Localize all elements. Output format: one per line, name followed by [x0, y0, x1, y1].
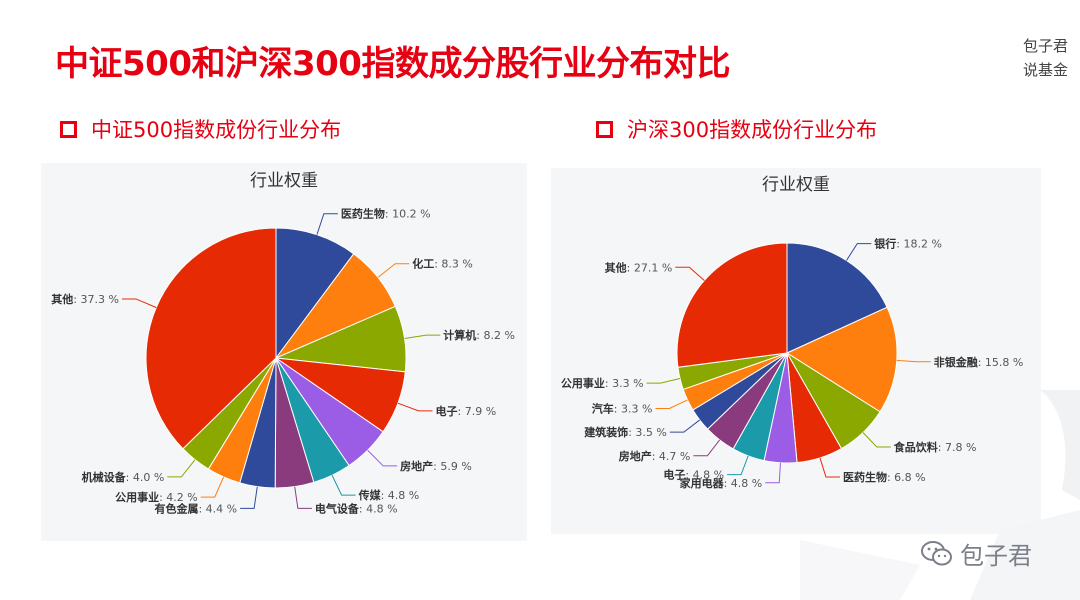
label-connector-1 [377, 263, 410, 278]
slice-label-1: 非银金融: 15.8 % [934, 355, 1024, 369]
slice-label-3: 电子: 7.9 % [436, 404, 497, 418]
pie-slice-10[interactable] [676, 242, 788, 368]
csi500-chart-panel: 行业权重医药生物: 10.2 % 化工: 8.3 % 计算机: 8.2 % 电子: 7… [41, 163, 527, 541]
label-connector-10 [121, 298, 157, 308]
label-connector-4 [367, 449, 398, 467]
pie-slice-10[interactable] [145, 227, 277, 450]
slice-label-9: 公用事业: 3.3 % [561, 376, 644, 390]
wechat-icon [921, 540, 952, 565]
slice-label-7: 有色金属: 4.4 % [154, 501, 237, 515]
slice-label-6: 电气设备: 4.8 % [315, 501, 398, 515]
left-subtitle: 中证500指数成份行业分布 [60, 115, 341, 143]
right-subtitle-text: 沪深300指数成份行业分布 [627, 118, 878, 142]
label-connector-2 [404, 334, 441, 339]
slice-label-2: 计算机: 8.2 % [443, 328, 515, 342]
label-connector-5 [331, 475, 356, 496]
pie-slice-1[interactable] [785, 306, 898, 413]
slice-label-2: 食品饮料: 7.8 % [894, 440, 977, 454]
page-title: 中证500和沪深300指数成分股行业分布对比 [55, 44, 730, 84]
slice-label-0: 银行: 18.2 % [874, 237, 942, 251]
slice-label-0: 医药生物: 10.2 % [341, 207, 431, 221]
brand-mark: 包子君 说基金 [1023, 34, 1068, 82]
chart-title: 行业权重 [250, 171, 318, 191]
slice-label-5: 传媒: 4.8 % [358, 488, 420, 502]
slice-label-8: 公用事业: 4.2 % [115, 490, 198, 504]
hs300-chart-panel: 行业权重银行: 18.2 % 非银金融: 15.8 % 食品饮料: 7.8 % 医药生… [551, 168, 1041, 534]
bullet-square-icon [596, 120, 613, 138]
watermark: 包子君 [920, 536, 1032, 571]
label-connector-7 [669, 419, 701, 433]
brand-line-1: 包子君 [1022, 37, 1068, 55]
brand-line-2: 说基金 [1022, 61, 1068, 79]
label-connector-6 [693, 439, 721, 457]
pie-slice-0[interactable] [786, 242, 888, 354]
slice-label-9: 机械设备: 4.0 % [82, 470, 165, 484]
slice-label-10: 其他: 37.3 % [51, 292, 119, 306]
label-connector-0 [316, 213, 338, 235]
slice-label-6: 房地产: 4.7 % [619, 449, 691, 463]
slice-label-4: 家用电器: 4.8 % [680, 476, 763, 490]
label-connector-10 [675, 266, 705, 281]
label-connector-7 [240, 486, 258, 509]
bullet-square-icon [60, 120, 77, 138]
label-connector-8 [655, 399, 688, 409]
slice-label-3: 医药生物: 6.8 % [843, 470, 926, 484]
label-connector-9 [167, 459, 196, 478]
slice-label-7: 建筑装饰: 3.5 % [584, 425, 667, 439]
label-connector-8 [200, 476, 225, 498]
label-connector-2 [862, 432, 891, 448]
label-connector-3 [819, 457, 840, 478]
label-connector-4 [765, 462, 781, 484]
slice-label-8: 汽车: 3.3 % [592, 401, 653, 415]
label-connector-6 [294, 486, 312, 509]
label-connector-5 [727, 455, 749, 476]
right-subtitle: 沪深300指数成份行业分布 [596, 115, 877, 143]
slice-label-10: 其他: 27.1 % [605, 260, 673, 274]
chart-title: 行业权重 [762, 175, 830, 195]
slice-label-5: 电子: 4.8 % [663, 468, 724, 482]
label-connector-1 [896, 359, 931, 363]
slice-label-1: 化工: 8.3 % [412, 257, 473, 271]
label-connector-0 [846, 243, 872, 261]
pie-slice-0[interactable] [275, 227, 355, 360]
left-subtitle-text: 中证500指数成份行业分布 [91, 118, 342, 142]
label-connector-9 [646, 377, 681, 384]
slice-label-4: 房地产: 5.9 % [400, 459, 472, 473]
watermark-text: 包子君 [960, 542, 1032, 570]
label-connector-3 [397, 402, 433, 412]
